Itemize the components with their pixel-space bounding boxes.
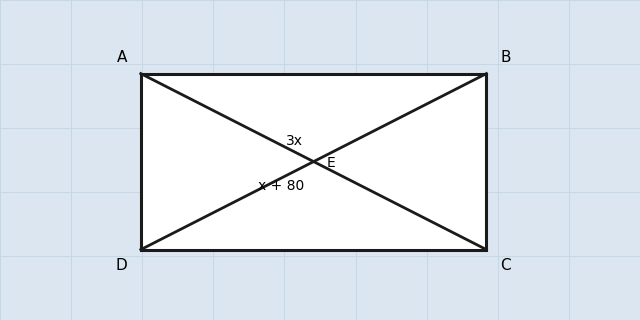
Polygon shape: [141, 74, 486, 250]
Text: B: B: [500, 50, 511, 65]
Text: D: D: [116, 258, 127, 273]
Text: E: E: [326, 156, 335, 170]
Text: A: A: [116, 50, 127, 65]
Text: 3x: 3x: [286, 134, 303, 148]
Text: C: C: [500, 258, 511, 273]
Text: x + 80: x + 80: [259, 179, 305, 193]
